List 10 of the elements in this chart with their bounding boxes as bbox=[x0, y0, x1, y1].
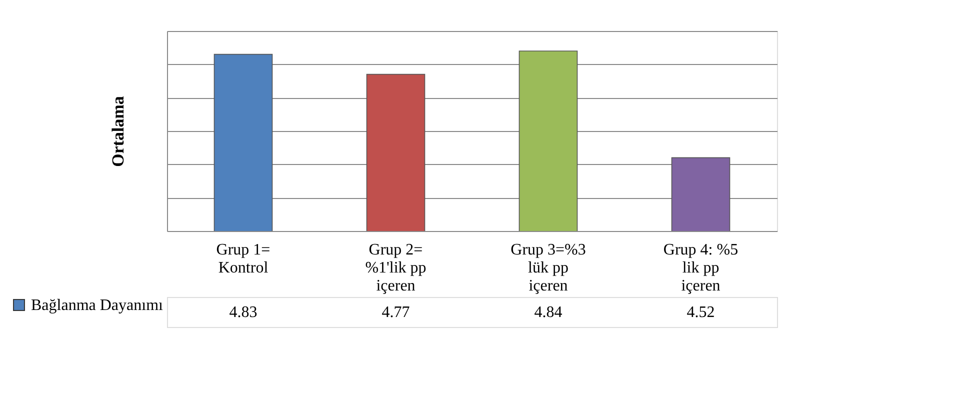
x-tick-label: Grup 4: %5 lik pp içeren bbox=[663, 242, 738, 294]
y-axis-title: Ortalama bbox=[108, 96, 128, 167]
x-tick-label: Grup 3=%3 lük pp içeren bbox=[510, 242, 586, 294]
x-tick-label: Grup 1= Kontrol bbox=[216, 242, 270, 276]
data-label: 4.52 bbox=[686, 304, 715, 321]
x-tick-label: Grup 2= %1'lik pp içeren bbox=[365, 242, 426, 294]
legend-label: Bağlanma Dayanımı bbox=[31, 297, 164, 314]
data-label: 4.83 bbox=[229, 304, 258, 321]
data-label: 4.77 bbox=[382, 304, 410, 321]
data-label: 4.84 bbox=[534, 304, 562, 321]
